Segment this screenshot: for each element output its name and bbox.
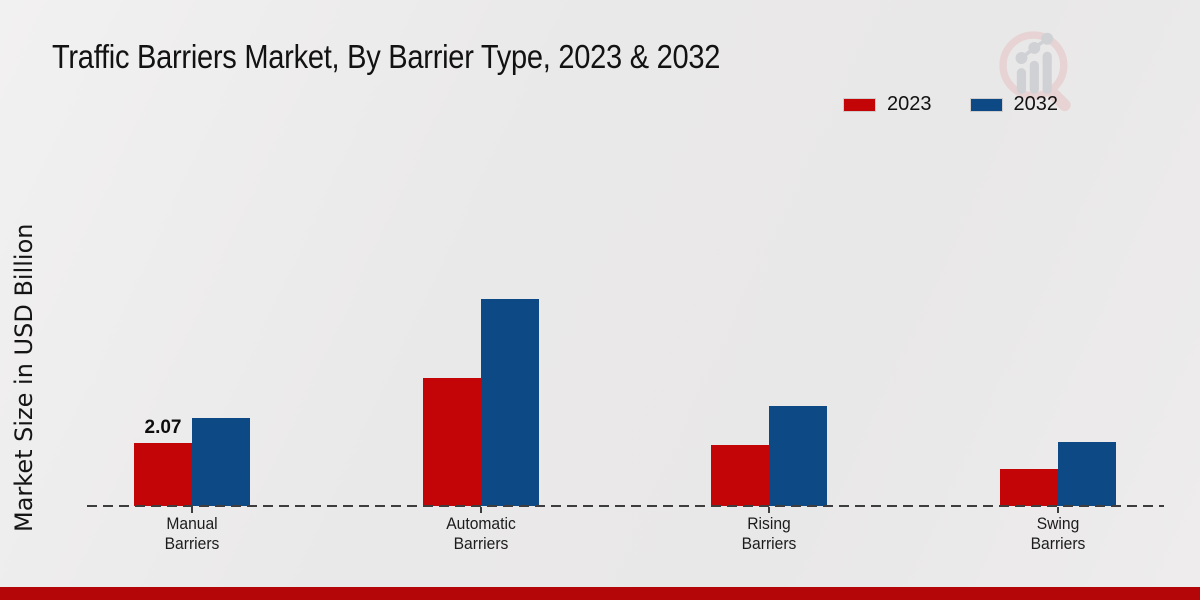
legend-swatch-2023 — [843, 97, 876, 112]
axis-tick-swing-barriers — [1056, 507, 1059, 513]
legend-swatch-2032 — [969, 97, 1003, 112]
bar-2032-automatic-barriers — [480, 299, 539, 506]
bar-2032-manual-barriers — [192, 418, 250, 506]
category-label-swing-barriers: Swing Barriers — [1030, 514, 1085, 553]
bar-2032-swing-barriers — [1057, 442, 1116, 506]
category-label-rising-barriers: Rising Barriers — [741, 514, 797, 553]
footer-bar — [0, 587, 1200, 600]
bar-2023-automatic-barriers — [422, 378, 481, 506]
legend-item-2023: 2023 — [843, 93, 932, 116]
bar-2023-manual-barriers — [134, 443, 192, 506]
legend-item-2032: 2032 — [969, 93, 1059, 116]
magnifier-bar-chart-logo-icon — [999, 31, 1071, 112]
axis-tick-manual-barriers — [191, 507, 193, 513]
category-label-automatic-barriers: Automatic Barriers — [445, 514, 516, 553]
legend: 2023 2032 — [843, 93, 1058, 116]
bar-2023-swing-barriers — [999, 469, 1058, 506]
bar-2032-rising-barriers — [769, 406, 827, 506]
data-label-2023-manual-barriers: 2.07 — [144, 417, 182, 438]
x-axis-baseline — [87, 505, 1164, 507]
legend-label-2032: 2032 — [1013, 93, 1059, 115]
bar-2023-rising-barriers — [711, 445, 769, 506]
axis-tick-rising-barriers — [768, 507, 770, 513]
category-label-manual-barriers: Manual Barriers — [164, 514, 220, 553]
legend-label-2023: 2023 — [887, 93, 932, 115]
chart-title: Traffic Barriers Market, By Barrier Type… — [52, 38, 721, 75]
axis-tick-automatic-barriers — [479, 507, 482, 513]
